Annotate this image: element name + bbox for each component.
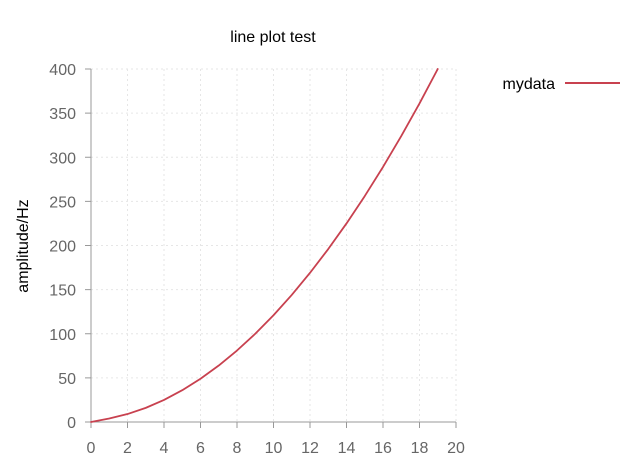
legend: mydata xyxy=(503,76,620,93)
y-tick-label: 100 xyxy=(49,327,76,344)
legend-label-mydata: mydata xyxy=(503,76,556,93)
series-layer xyxy=(90,68,439,423)
x-tick-label: 0 xyxy=(87,440,96,457)
y-axis-label: amplitude/Hz xyxy=(15,199,32,292)
x-tick-label: 12 xyxy=(301,440,319,457)
y-tick-label: 350 xyxy=(49,106,76,123)
series-line-mydata xyxy=(90,68,439,423)
y-axis-ticks: 0 50 100 150 200 250 300 350 400 xyxy=(49,62,91,432)
x-tick-label: 6 xyxy=(196,440,205,457)
y-tick-label: 250 xyxy=(49,194,76,211)
x-tick-label: 20 xyxy=(447,440,465,457)
y-tick-label: 150 xyxy=(49,283,76,300)
x-tick-label: 18 xyxy=(411,440,429,457)
y-tick-label: 0 xyxy=(67,415,76,432)
y-tick-label: 400 xyxy=(49,62,76,79)
x-tick-label: 8 xyxy=(233,440,242,457)
grid xyxy=(91,68,457,422)
y-tick-label: 50 xyxy=(58,371,76,388)
x-tick-label: 16 xyxy=(374,440,392,457)
x-tick-label: 14 xyxy=(338,440,356,457)
x-axis-ticks: 0 2 4 6 8 10 12 14 16 18 20 xyxy=(87,422,465,457)
y-tick-label: 200 xyxy=(49,239,76,256)
x-tick-label: 2 xyxy=(123,440,132,457)
x-tick-label: 4 xyxy=(160,440,169,457)
x-tick-label: 10 xyxy=(265,440,283,457)
chart-title: line plot test xyxy=(230,29,316,46)
y-tick-label: 300 xyxy=(49,150,76,167)
